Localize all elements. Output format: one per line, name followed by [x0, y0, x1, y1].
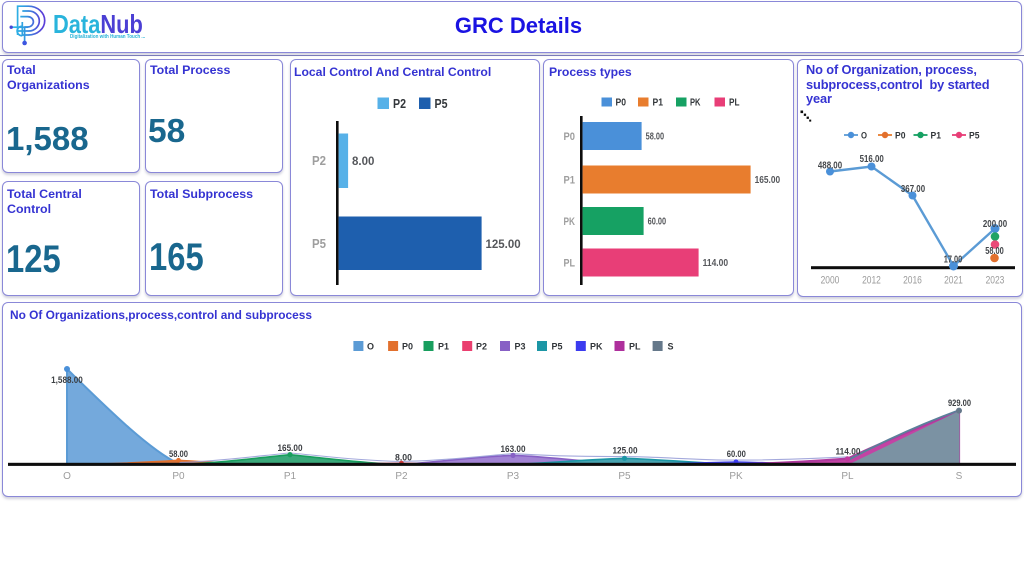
svg-text:8.00: 8.00	[352, 156, 374, 168]
svg-text:PK: PK	[564, 216, 576, 228]
svg-text:2000: 2000	[821, 275, 840, 287]
svg-text:2021: 2021	[944, 275, 963, 287]
svg-text:58.00: 58.00	[646, 132, 665, 143]
svg-text:PL: PL	[564, 258, 576, 270]
svg-text:2016: 2016	[903, 275, 922, 287]
svg-text:PL: PL	[841, 471, 854, 482]
svg-text:P2: P2	[395, 471, 408, 482]
svg-text:P3: P3	[507, 471, 520, 482]
svg-text:P2: P2	[393, 96, 406, 111]
svg-text:P0: P0	[895, 130, 906, 141]
svg-text:P3: P3	[515, 342, 526, 352]
svg-text:125.00: 125.00	[486, 239, 521, 251]
svg-text:P2: P2	[476, 342, 487, 352]
svg-text:165.00: 165.00	[278, 443, 303, 454]
svg-text:S: S	[668, 342, 674, 352]
svg-text:58.00: 58.00	[985, 246, 1004, 257]
svg-text:P2: P2	[312, 153, 326, 168]
svg-text:114.00: 114.00	[836, 447, 861, 458]
svg-text:114.00: 114.00	[703, 258, 729, 269]
svg-text:200.00: 200.00	[983, 219, 1008, 230]
svg-text:60.00: 60.00	[648, 217, 667, 228]
svg-text:17.00: 17.00	[944, 255, 963, 266]
svg-text:165.00: 165.00	[755, 175, 781, 186]
svg-text:PK: PK	[590, 342, 603, 352]
svg-text:P0: P0	[564, 131, 576, 143]
svg-text:P0: P0	[172, 471, 185, 482]
svg-text:P1: P1	[564, 175, 576, 187]
svg-text:P5: P5	[552, 342, 563, 352]
svg-text:367.00: 367.00	[901, 184, 926, 195]
svg-text:2023: 2023	[986, 275, 1005, 287]
svg-text:P1: P1	[653, 98, 664, 109]
svg-text:S: S	[956, 471, 963, 482]
svg-text:488.00: 488.00	[818, 161, 843, 172]
svg-text:PK: PK	[690, 98, 701, 109]
svg-text:125.00: 125.00	[613, 445, 638, 456]
svg-text:2012: 2012	[862, 275, 881, 287]
svg-text:58.00: 58.00	[169, 449, 188, 460]
svg-text:P0: P0	[402, 342, 413, 352]
svg-text:PK: PK	[729, 471, 743, 482]
svg-text:P5: P5	[618, 471, 631, 482]
svg-text:P1: P1	[284, 471, 297, 482]
svg-text:P1: P1	[931, 130, 942, 141]
svg-text:8.00: 8.00	[395, 453, 412, 464]
svg-text:163.00: 163.00	[501, 444, 526, 455]
svg-text:PL: PL	[629, 342, 641, 352]
svg-text:516.00: 516.00	[860, 154, 885, 165]
svg-text:929.00: 929.00	[948, 398, 971, 409]
svg-text:P5: P5	[969, 130, 980, 141]
svg-text:P0: P0	[616, 98, 627, 109]
svg-text:P5: P5	[312, 236, 326, 251]
svg-text:O: O	[367, 342, 374, 352]
svg-text:60.00: 60.00	[727, 449, 746, 460]
svg-text:1,588.00: 1,588.00	[51, 375, 83, 386]
svg-text:P5: P5	[435, 96, 448, 111]
svg-text:PL: PL	[729, 98, 740, 109]
svg-text:P1: P1	[438, 342, 449, 352]
svg-text:O: O	[861, 130, 867, 141]
svg-text:O: O	[63, 471, 71, 482]
